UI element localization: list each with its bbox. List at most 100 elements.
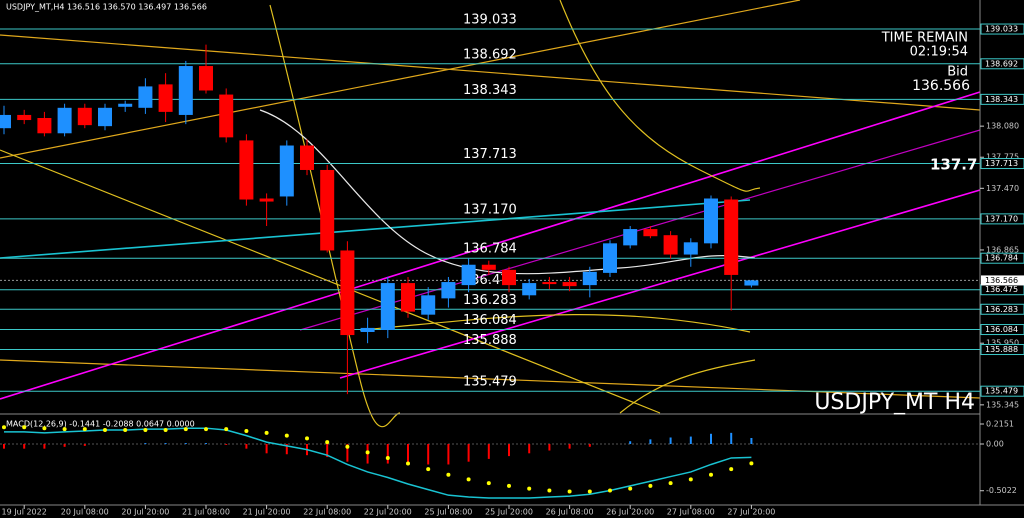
candle-body [461, 264, 476, 286]
candle-body [663, 235, 678, 255]
macd-signal-dot [648, 483, 653, 488]
y-tick-label: 136.865 [986, 245, 1019, 254]
macd-signal-dot [406, 461, 410, 466]
level-tag-label: 136.784 [985, 254, 1018, 263]
level-label: 138.343 [463, 83, 517, 98]
candle-body [340, 250, 355, 336]
level-label: 137.713 [463, 147, 517, 162]
candle-body [239, 140, 254, 200]
x-tick-label: 19 Jul 2022 [2, 508, 47, 517]
x-tick-label: 20 Jul 20:00 [121, 508, 169, 517]
macd-signal-dot [365, 450, 370, 455]
candle-body [623, 229, 638, 246]
level-tag [980, 324, 1024, 336]
candle-body [158, 84, 173, 112]
level-tag-label: 136.084 [985, 325, 1018, 334]
x-tick-label: 27 Jul 20:00 [727, 508, 775, 517]
moving-average [259, 109, 756, 275]
band-line [269, 4, 401, 428]
macd-signal-dot [729, 467, 734, 472]
y-tick-label: 137.470 [986, 184, 1019, 193]
macd-tick-label: 0.00 [986, 440, 1004, 449]
watermark: USDJPY_MT H4 [814, 390, 975, 415]
macd-signal-dot [264, 430, 269, 435]
level-label: 135.888 [463, 333, 517, 348]
candle-body [199, 66, 213, 91]
band-line [559, 0, 761, 192]
macd-signal-dot [608, 488, 612, 493]
macd-signal-dot [123, 428, 128, 433]
macd-tick-label: -0.5022 [986, 486, 1017, 495]
level-tag-label: 135.888 [985, 345, 1018, 354]
candle-body [562, 282, 577, 287]
macd-signal-dot [446, 472, 451, 477]
candle-body [582, 271, 597, 286]
macd-signal-dot [103, 428, 107, 433]
candle-body [178, 66, 193, 115]
macd-signal-dot [163, 428, 168, 433]
level-tag [980, 344, 1024, 356]
level-tag-label: 137.170 [985, 214, 1018, 223]
macd-title: MACD(12,26,9) -0.1441 -0.2088 0.0647 0.0… [6, 420, 195, 429]
macd-signal-dot [486, 481, 491, 486]
macd-signal-dot [749, 461, 754, 466]
x-tick-label: 22 Jul 20:00 [364, 508, 412, 517]
level-tag [980, 303, 1024, 315]
level-tag-label: 135.479 [985, 387, 1018, 396]
candle-body [259, 198, 274, 202]
candle-body [481, 264, 496, 270]
level-label: 139.033 [463, 13, 517, 28]
band-line [359, 313, 751, 333]
y-tick-label: 135.950 [986, 339, 1019, 348]
macd-signal-dot [284, 433, 289, 438]
candle-body [98, 107, 112, 127]
level-label: 136.784 [463, 242, 517, 257]
level-tag-label: 137.713 [985, 159, 1018, 168]
macd-signal-dot [42, 426, 47, 431]
macd-signal-dot [385, 455, 390, 460]
moving-average [0, 199, 751, 259]
x-tick-label: 25 Jul 20:00 [485, 508, 533, 517]
candle-body [421, 295, 436, 315]
level-tag-label: 139.033 [985, 25, 1018, 34]
macd-signal-dot [587, 489, 592, 494]
macd-signal-dot [82, 427, 87, 432]
candle-body [0, 114, 11, 129]
level-tag [980, 158, 1024, 170]
bid-label: Bid [947, 65, 968, 80]
candle-body [118, 103, 133, 107]
bid-value: 136.566 [912, 78, 970, 94]
candle-body [542, 282, 557, 285]
channel-line [0, 91, 981, 400]
level-tag [980, 23, 1024, 35]
level-label: 137.170 [463, 202, 517, 217]
level-tag [980, 385, 1024, 397]
macd-signal-dot [325, 440, 330, 445]
level-label: 138.692 [463, 47, 517, 62]
indicators [0, 0, 981, 428]
macd-signal-dot [244, 428, 249, 433]
candle-body [360, 327, 375, 332]
x-tick-label: 26 Jul 20:00 [606, 508, 654, 517]
x-tick-label: 26 Jul 08:00 [546, 508, 594, 517]
candle-body [744, 280, 759, 286]
candle-body [300, 145, 314, 170]
y-tick-label: 138.080 [986, 122, 1019, 131]
macd-signal-dot [466, 477, 471, 482]
candle-body [380, 283, 395, 330]
macd-signal-dot [547, 488, 552, 493]
trend-line [0, 34, 981, 111]
level-label: 136.283 [463, 293, 517, 308]
time-remain: 02:19:54 [910, 45, 968, 60]
candle-body [138, 86, 153, 108]
macd-signal-dot [628, 486, 633, 491]
candle-body [502, 269, 516, 286]
x-tick-label: 25 Jul 08:00 [424, 508, 472, 517]
level-tag-label: 138.343 [985, 95, 1018, 104]
x-tick-label: 22 Jul 08:00 [303, 508, 351, 517]
bid-tag-label: 136.566 [985, 276, 1018, 285]
macd-signal-dot [345, 444, 350, 449]
candle-body [704, 198, 718, 244]
